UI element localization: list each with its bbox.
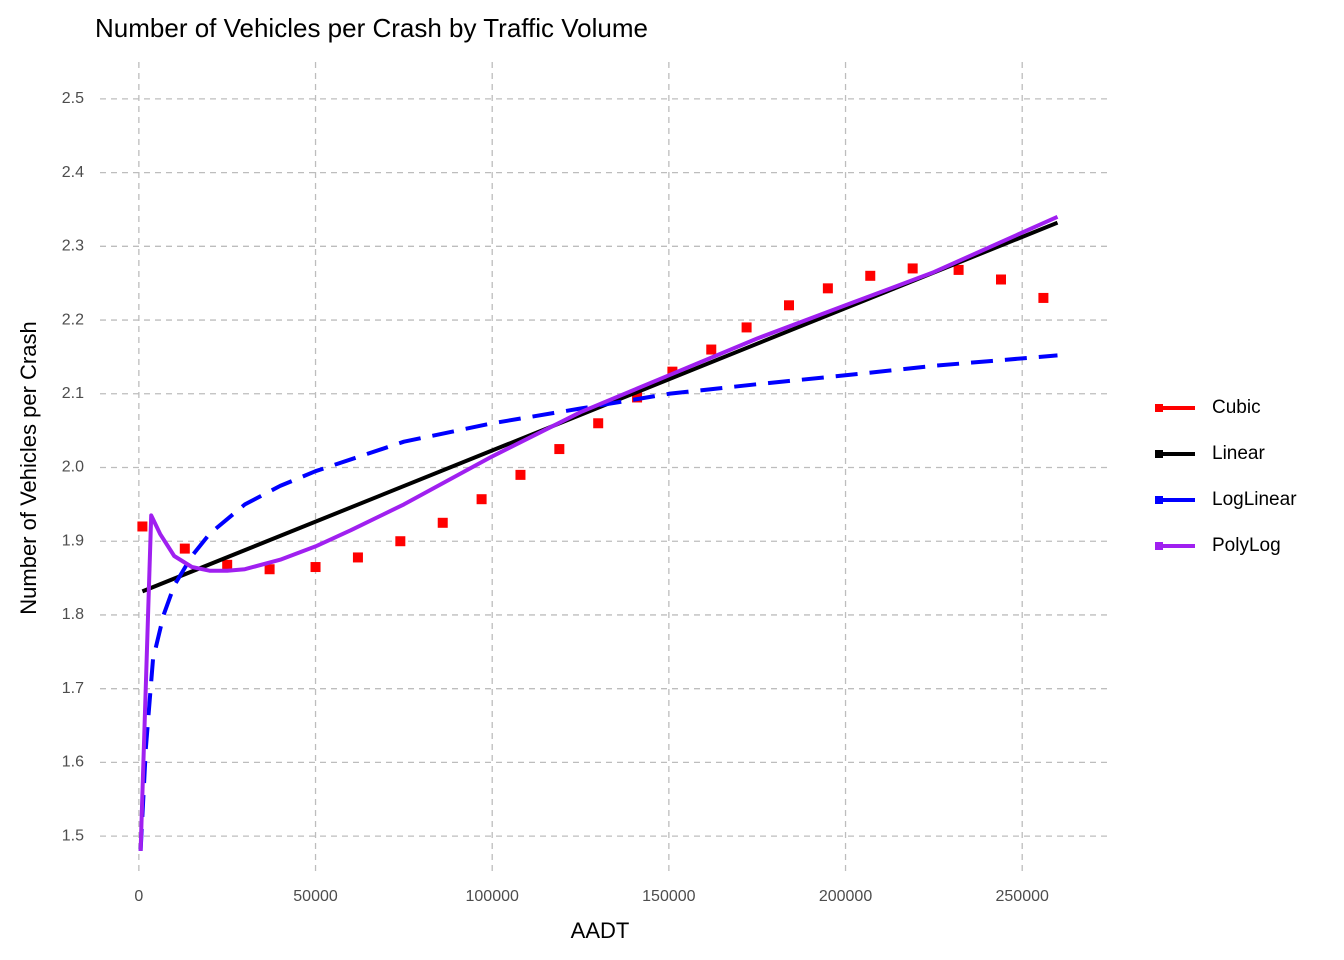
x-tick-label: 100000 [466,888,519,905]
y-tick-label: 1.5 [62,827,84,844]
x-tick-label: 250000 [996,888,1049,905]
x-axis-label: AADT [571,918,630,943]
y-tick-label: 2.0 [62,459,84,476]
data-point [437,517,448,528]
data-point [784,300,794,311]
data-point [741,322,752,333]
y-tick-label: 2.1 [62,385,84,402]
data-point [137,521,148,532]
legend-key [1155,404,1163,412]
data-point [554,444,565,455]
legend-label: PolyLog [1212,535,1281,556]
data-point [907,263,918,274]
y-tick-label: 2.3 [62,238,84,255]
legend-label: LogLinear [1212,489,1297,510]
data-point [593,418,604,429]
data-point [996,274,1006,285]
data-point [515,469,526,480]
y-tick-label: 2.5 [62,90,84,107]
legend-label: Linear [1212,443,1265,464]
data-point [264,564,275,575]
legend-key [1155,450,1163,458]
data-point [179,543,190,554]
legend-key [1155,542,1163,550]
x-tick-label: 150000 [642,888,695,905]
data-point [395,536,406,547]
data-point [667,366,678,377]
y-tick-label: 2.2 [62,311,84,328]
legend-label: Cubic [1212,397,1261,418]
data-point [476,494,487,505]
y-tick-label: 1.9 [62,532,84,549]
y-axis-label: Number of Vehicles per Crash [16,321,41,614]
data-point [706,344,717,355]
x-tick-label: 200000 [819,888,872,905]
y-tick-label: 1.8 [62,606,84,623]
data-point [222,559,233,570]
y-tick-label: 1.7 [62,680,84,697]
data-point [865,270,876,281]
y-tick-label: 1.6 [62,754,84,771]
data-point [1038,292,1049,303]
data-point [352,552,363,563]
legend-key [1155,496,1163,504]
series-line [138,214,1059,851]
data-point [822,283,833,294]
data-point [310,562,321,573]
x-tick-label: 50000 [293,888,338,905]
series-line [138,353,1058,852]
y-tick-label: 2.4 [62,164,84,181]
x-tick-label: 0 [134,888,143,905]
chart-title: Number of Vehicles per Crash by Traffic … [95,13,648,43]
data-point [953,264,964,275]
